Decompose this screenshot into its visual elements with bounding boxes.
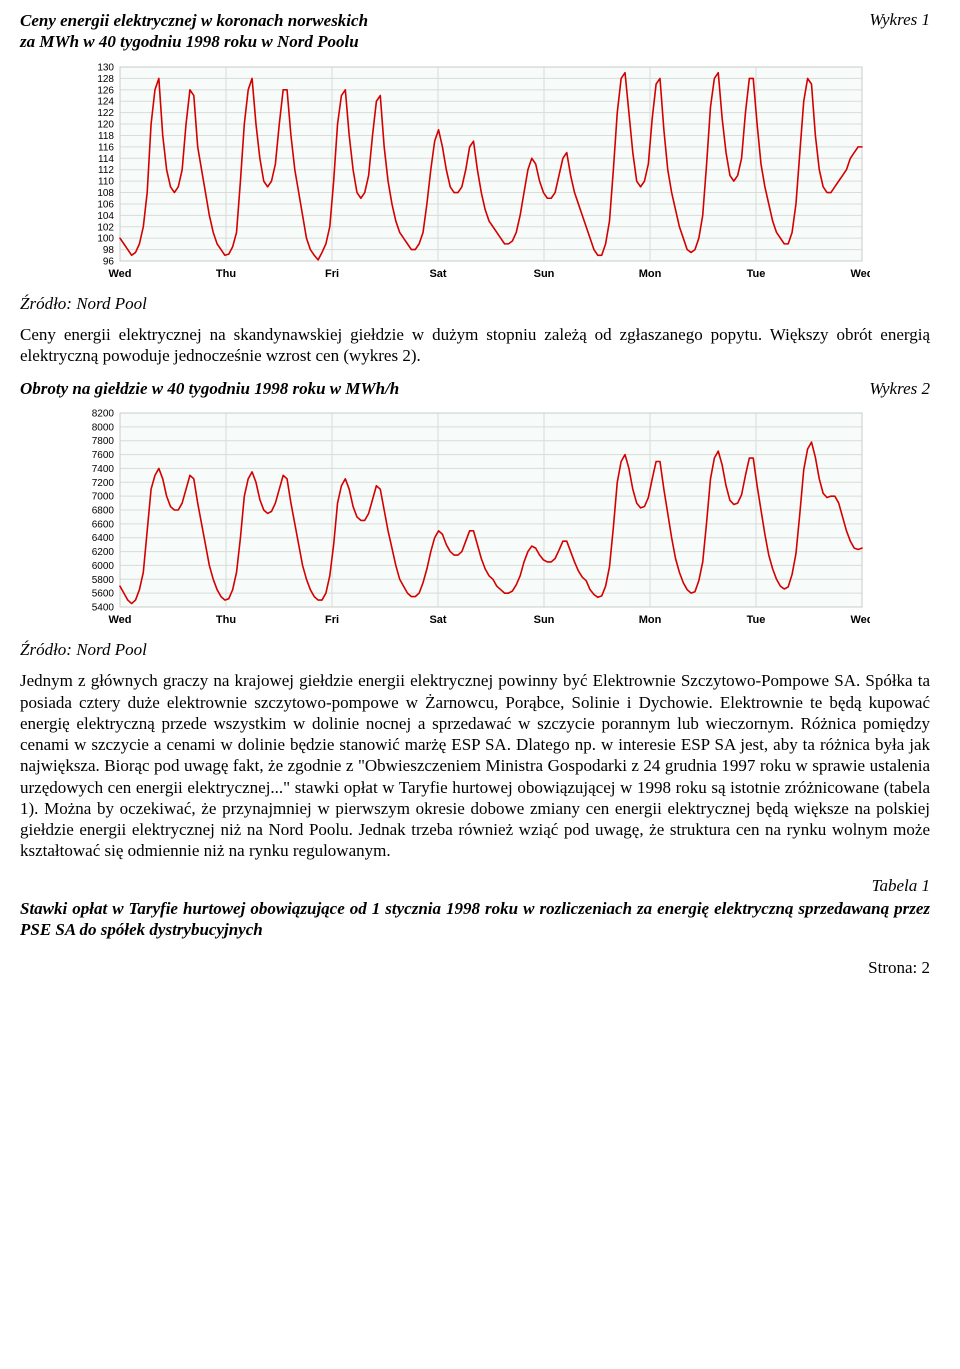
svg-text:6800: 6800 bbox=[92, 506, 115, 517]
chart1-title: Ceny energii elektrycznej w koronach nor… bbox=[20, 10, 368, 53]
svg-text:120: 120 bbox=[97, 119, 114, 130]
chart1: 1301281261241221201181161141121101081061… bbox=[70, 61, 930, 286]
svg-text:Sun: Sun bbox=[534, 268, 555, 280]
page-footer: Strona: 2 bbox=[20, 958, 930, 978]
svg-text:Mon: Mon bbox=[639, 614, 662, 626]
svg-text:Tue: Tue bbox=[747, 268, 766, 280]
svg-text:100: 100 bbox=[97, 233, 114, 244]
svg-text:Fri: Fri bbox=[325, 614, 339, 626]
svg-text:Mon: Mon bbox=[639, 268, 662, 280]
paragraph-2: Jednym z głównych graczy na krajowej gie… bbox=[20, 670, 930, 861]
svg-text:7200: 7200 bbox=[92, 478, 115, 489]
svg-text:6200: 6200 bbox=[92, 547, 115, 558]
table1-title: Stawki opłat w Taryfie hurtowej obowiązu… bbox=[20, 898, 930, 941]
svg-text:110: 110 bbox=[98, 176, 114, 187]
chart1-source: Źródło: Nord Pool bbox=[20, 294, 930, 314]
svg-text:106: 106 bbox=[97, 199, 114, 210]
svg-text:Sun: Sun bbox=[534, 614, 555, 626]
svg-text:6000: 6000 bbox=[92, 561, 115, 572]
svg-text:Wed: Wed bbox=[850, 268, 870, 280]
svg-text:126: 126 bbox=[97, 85, 114, 96]
svg-text:7000: 7000 bbox=[92, 492, 115, 503]
svg-text:Sat: Sat bbox=[429, 614, 446, 626]
chart2-title: Obroty na giełdzie w 40 tygodniu 1998 ro… bbox=[20, 378, 399, 399]
paragraph-1: Ceny energii elektrycznej na skandynawsk… bbox=[20, 324, 930, 367]
svg-text:6400: 6400 bbox=[92, 533, 115, 544]
table1-label: Tabela 1 bbox=[20, 876, 930, 896]
svg-text:Thu: Thu bbox=[216, 614, 236, 626]
svg-text:98: 98 bbox=[103, 245, 115, 256]
svg-text:122: 122 bbox=[97, 108, 114, 119]
chart1-title-line1: Ceny energii elektrycznej w koronach nor… bbox=[20, 11, 368, 30]
chart1-figure-label: Wykres 1 bbox=[869, 10, 930, 30]
chart1-title-line2: za MWh w 40 tygodniu 1998 roku w Nord Po… bbox=[20, 32, 359, 51]
svg-text:Tue: Tue bbox=[747, 614, 766, 626]
svg-text:8200: 8200 bbox=[92, 409, 115, 420]
svg-text:5800: 5800 bbox=[92, 575, 115, 586]
svg-text:128: 128 bbox=[97, 73, 114, 84]
svg-text:5600: 5600 bbox=[92, 589, 115, 600]
svg-text:112: 112 bbox=[98, 165, 114, 176]
svg-text:Sat: Sat bbox=[429, 268, 446, 280]
svg-text:96: 96 bbox=[103, 256, 115, 267]
svg-text:130: 130 bbox=[97, 62, 114, 73]
svg-text:5400: 5400 bbox=[92, 603, 115, 614]
svg-text:118: 118 bbox=[98, 130, 114, 141]
svg-text:7800: 7800 bbox=[92, 436, 115, 447]
svg-text:Wed: Wed bbox=[850, 614, 870, 626]
svg-text:8000: 8000 bbox=[92, 423, 115, 434]
svg-text:114: 114 bbox=[98, 153, 114, 164]
svg-text:102: 102 bbox=[97, 222, 114, 233]
chart2-svg: 8200 8000 7800 7600 7400 7200 7000 6800 6600 6400… bbox=[70, 407, 870, 632]
svg-text:7600: 7600 bbox=[92, 450, 115, 461]
svg-text:108: 108 bbox=[97, 188, 114, 199]
chart2-source: Źródło: Nord Pool bbox=[20, 640, 930, 660]
svg-text:7400: 7400 bbox=[92, 464, 115, 475]
chart2-figure-label: Wykres 2 bbox=[869, 379, 930, 399]
chart2: 8200 8000 7800 7600 7400 7200 7000 6800 6600 6400… bbox=[70, 407, 930, 632]
svg-text:6600: 6600 bbox=[92, 520, 115, 531]
svg-text:Thu: Thu bbox=[216, 268, 236, 280]
svg-text:Wed: Wed bbox=[108, 268, 131, 280]
svg-text:104: 104 bbox=[97, 210, 114, 221]
chart1-svg: 1301281261241221201181161141121101081061… bbox=[70, 61, 870, 286]
svg-text:124: 124 bbox=[97, 96, 114, 107]
svg-text:Wed: Wed bbox=[108, 614, 131, 626]
svg-text:Fri: Fri bbox=[325, 268, 339, 280]
svg-text:116: 116 bbox=[98, 142, 114, 153]
